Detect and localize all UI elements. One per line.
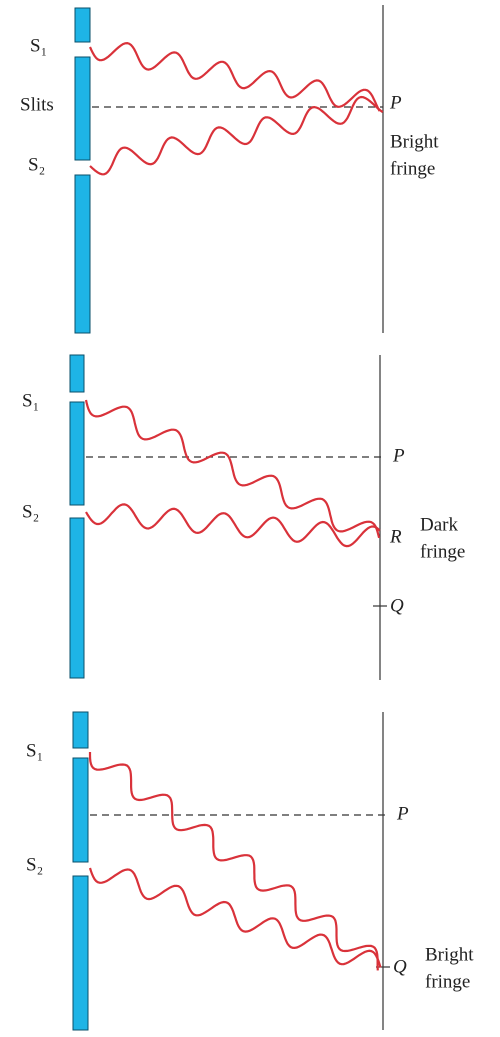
barrier — [72, 875, 89, 1031]
slits-label: Slits — [20, 94, 54, 115]
point-label: P — [396, 803, 409, 824]
slit-label: S₁ — [26, 740, 43, 761]
point-label: Q — [393, 956, 407, 977]
barrier — [72, 757, 89, 863]
light-wave — [88, 867, 382, 968]
barrier — [72, 711, 89, 749]
point-label: R — [389, 526, 402, 547]
barrier — [69, 354, 85, 393]
fringe-label: Bright — [390, 131, 439, 152]
point-label: P — [392, 445, 405, 466]
slit-label: S₂ — [26, 854, 43, 875]
slit-label: S₁ — [22, 390, 39, 411]
barrier — [69, 517, 85, 679]
light-wave — [89, 95, 384, 176]
barrier — [69, 401, 85, 506]
barrier — [74, 174, 91, 334]
slit-label: S₂ — [22, 501, 39, 522]
slit-label: S₂ — [28, 154, 45, 175]
light-wave — [84, 399, 381, 539]
barrier — [74, 7, 91, 43]
fringe-label: Bright — [425, 944, 474, 965]
point-label: Q — [390, 595, 404, 616]
fringe-label: Dark — [420, 514, 458, 535]
panel-bright-q: S₁ S₂ P Q Bright fringe — [26, 711, 474, 1031]
fringe-label: fringe — [425, 971, 470, 992]
panel-dark: S₁ S₂ P R Dark fringe Q — [22, 354, 465, 680]
light-wave — [85, 503, 381, 548]
panel-bright-center: S₁ Slits S₂ P Bright fringe — [20, 5, 439, 334]
light-wave — [88, 752, 379, 971]
point-label: P — [389, 92, 402, 113]
slit-label: S₁ — [30, 35, 47, 56]
fringe-label: fringe — [390, 158, 435, 179]
fringe-label: fringe — [420, 541, 465, 562]
light-wave — [88, 41, 381, 112]
barrier — [74, 56, 91, 161]
